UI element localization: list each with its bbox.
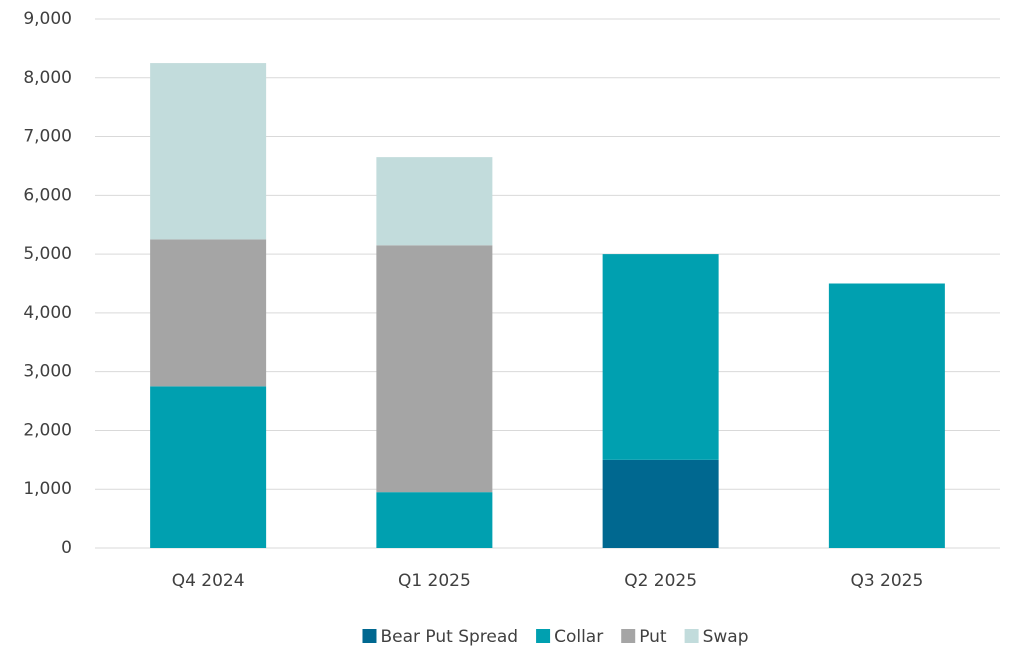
y-tick-label: 5,000 — [23, 244, 72, 264]
legend-swatch — [684, 629, 699, 643]
bar-segment — [150, 239, 267, 387]
bar-segment — [376, 157, 493, 246]
bar-segment — [602, 254, 719, 460]
legend-label: Put — [639, 627, 667, 647]
bar-segment — [602, 459, 719, 548]
legend-label: Swap — [703, 627, 749, 647]
x-tick-label: Q3 2025 — [850, 571, 923, 591]
legend-swatch — [362, 629, 377, 643]
y-tick-label: 4,000 — [23, 303, 72, 323]
y-tick-label: 8,000 — [23, 68, 72, 88]
y-tick-label: 2,000 — [23, 420, 72, 440]
y-tick-label: 3,000 — [23, 362, 72, 382]
bar-segment — [376, 492, 493, 548]
bar-segment — [376, 245, 493, 493]
bar-segment — [150, 386, 267, 548]
y-tick-label: 7,000 — [23, 127, 72, 147]
x-tick-label: Q1 2025 — [398, 571, 471, 591]
y-tick-label: 9,000 — [23, 9, 72, 29]
bar-segment — [828, 283, 945, 548]
y-tick-label: 1,000 — [23, 479, 72, 499]
legend-swatch — [621, 629, 636, 643]
x-tick-label: Q4 2024 — [172, 571, 245, 591]
legend-swatch — [536, 629, 551, 643]
y-tick-label: 6,000 — [23, 185, 72, 205]
legend-label: Bear Put Spread — [380, 627, 518, 647]
bar-segment — [150, 63, 267, 240]
y-tick-label: 0 — [61, 538, 72, 558]
legend-label: Collar — [554, 627, 603, 647]
x-tick-label: Q2 2025 — [624, 571, 697, 591]
